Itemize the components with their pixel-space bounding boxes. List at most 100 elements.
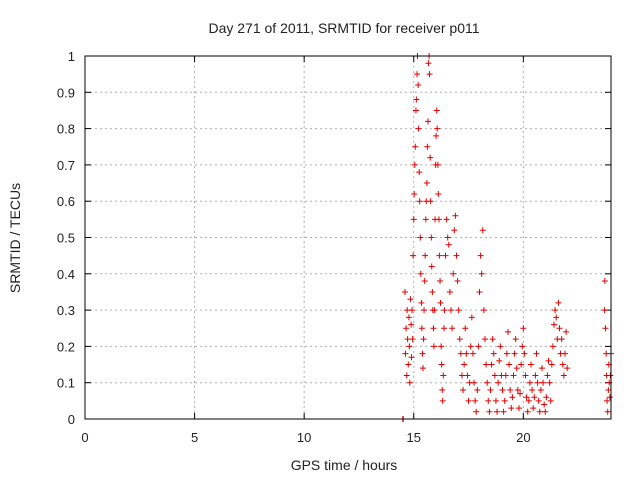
data-point <box>433 132 440 139</box>
data-point <box>514 386 521 393</box>
data-point <box>476 288 483 295</box>
y-tick-label: 0.3 <box>57 303 75 318</box>
data-point <box>410 252 417 259</box>
data-point <box>510 372 517 379</box>
data-point <box>408 354 415 361</box>
data-point <box>462 325 469 332</box>
data-point <box>526 379 533 386</box>
data-point <box>436 252 443 259</box>
data-point <box>605 386 612 393</box>
data-point <box>490 350 497 357</box>
data-point <box>485 397 492 404</box>
data-point <box>445 241 452 248</box>
data-point <box>453 252 460 259</box>
y-tick-label: 0.8 <box>57 122 75 137</box>
data-point <box>450 270 457 277</box>
data-point <box>403 372 410 379</box>
data-point <box>439 386 446 393</box>
data-point <box>547 397 554 404</box>
data-point <box>422 252 429 259</box>
data-point <box>556 325 563 332</box>
y-tick-label: 0 <box>68 412 75 427</box>
data-point <box>551 321 558 328</box>
data-point <box>406 343 413 350</box>
data-point <box>429 288 436 295</box>
x-axis-label: GPS time / hours <box>291 457 398 473</box>
data-point <box>511 350 518 357</box>
data-point <box>487 386 494 393</box>
data-point <box>458 372 465 379</box>
data-point <box>425 60 432 67</box>
data-point <box>607 372 614 379</box>
data-point <box>430 325 437 332</box>
y-tick-label: 0.2 <box>57 339 75 354</box>
data-point <box>525 397 532 404</box>
data-point <box>415 82 422 89</box>
data-point <box>546 379 553 386</box>
data-point <box>480 307 487 314</box>
data-point <box>542 408 549 415</box>
data-point <box>408 321 415 328</box>
data-point <box>541 401 548 408</box>
data-point <box>491 372 498 379</box>
data-point <box>420 336 427 343</box>
data-point <box>427 154 434 161</box>
data-point <box>601 278 608 285</box>
chart-title: Day 271 of 2011, SRMTID for receiver p01… <box>208 20 479 36</box>
data-point <box>472 397 479 404</box>
data-point <box>536 408 543 415</box>
data-point <box>464 372 471 379</box>
data-point <box>455 307 462 314</box>
data-points <box>399 53 614 422</box>
data-point <box>414 71 421 78</box>
data-point <box>443 216 450 223</box>
data-point <box>486 408 493 415</box>
data-point <box>538 365 545 372</box>
data-point <box>413 96 420 103</box>
data-point <box>401 288 408 295</box>
data-point <box>555 299 562 306</box>
data-point <box>411 161 418 168</box>
data-point <box>558 336 565 343</box>
data-point <box>418 325 425 332</box>
data-point <box>606 394 613 401</box>
y-tick-label: 0.6 <box>57 194 75 209</box>
y-tick-label: 0.1 <box>57 376 75 391</box>
data-point <box>434 161 441 168</box>
data-point <box>431 307 438 314</box>
data-point <box>405 314 412 321</box>
data-point <box>421 278 428 285</box>
data-point <box>528 361 535 368</box>
data-point <box>440 372 447 379</box>
data-point <box>410 216 417 223</box>
data-point <box>477 252 484 259</box>
data-point <box>494 408 501 415</box>
data-point <box>469 350 476 357</box>
data-point <box>521 350 528 357</box>
data-point <box>452 212 459 219</box>
data-point <box>418 299 425 306</box>
data-point <box>415 125 422 132</box>
data-point <box>460 386 467 393</box>
axis-ticks: 00.10.20.30.40.50.60.70.80.910 5 10 15 20 <box>57 49 611 445</box>
x-tick-label: 15 <box>407 430 421 445</box>
y-tick-label: 1 <box>68 49 75 64</box>
data-point <box>479 227 486 234</box>
data-point <box>534 379 541 386</box>
data-point <box>552 307 559 314</box>
data-point <box>559 361 566 368</box>
data-point <box>404 336 411 343</box>
data-point <box>474 386 481 393</box>
x-tick-label: 20 <box>516 430 530 445</box>
data-point <box>471 379 478 386</box>
data-point <box>535 397 542 404</box>
data-point <box>522 372 529 379</box>
data-point <box>435 216 442 223</box>
data-point <box>478 270 485 277</box>
data-point <box>492 397 499 404</box>
data-point <box>465 397 472 404</box>
data-point <box>426 71 433 78</box>
data-point <box>438 343 445 350</box>
x-tick-label: 5 <box>191 430 198 445</box>
data-point <box>421 307 428 314</box>
